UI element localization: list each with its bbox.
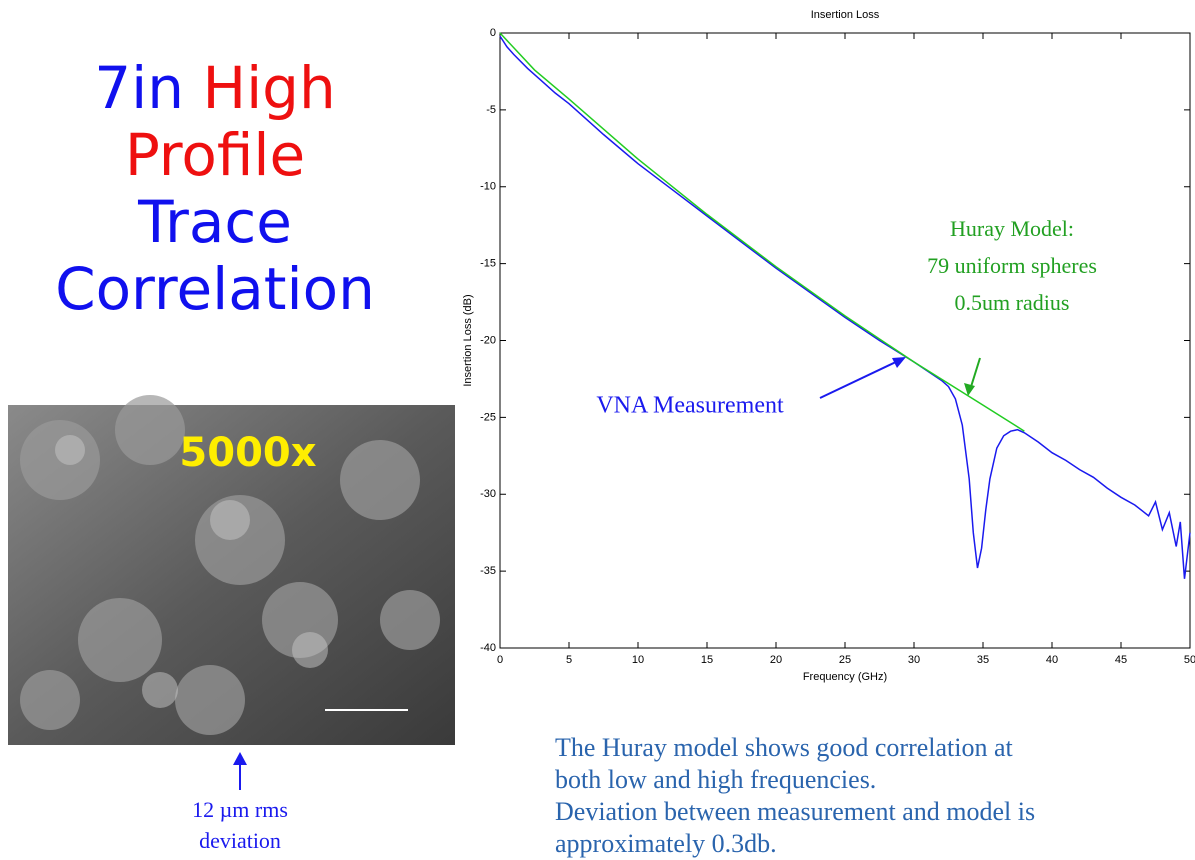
y-tick-label: -15 [480,258,496,270]
title-line: Correlation [55,255,375,323]
y-axis-label: Insertion Loss (dB) [462,294,474,386]
title-word: High [202,54,335,122]
page: 7in HighProfileTraceCorrelation 5000x 12… [0,0,1195,860]
magnification: 5000x [179,430,316,476]
x-tick-label: 45 [1115,654,1127,666]
x-tick-label: 15 [701,654,713,666]
y-tick-label: -40 [480,642,496,654]
x-axis-label: Frequency (GHz) [803,671,887,683]
y-tick-label: -25 [480,411,496,423]
slide: 7in HighProfileTraceCorrelation 5000x 12… [0,0,1195,860]
x-tick-label: 20 [770,654,782,666]
x-tick-label: 5 [566,654,572,666]
title-word: 7in [94,54,184,122]
x-tick-label: 30 [908,654,920,666]
title-word: Profile [125,121,305,189]
y-tick-label: 0 [490,27,496,39]
plot-area [500,33,1190,648]
chart: Insertion Loss Frequency (GHz) Insertion L… [462,9,1195,683]
x-tick-label: 40 [1046,654,1058,666]
annotation: 0.5um radius [955,290,1070,315]
chart-title: Insertion Loss [811,9,880,21]
title-line: Trace [137,188,292,256]
conclusion-line: approximately 0.3db. [555,829,777,858]
x-tick-label: 35 [977,654,989,666]
conclusion-line: both low and high frequencies. [555,765,876,794]
caption: deviation [199,828,281,853]
title-line: 7in High [94,54,336,122]
conclusion: The Huray model shows good correlation a… [555,733,1035,858]
title-word: Correlation [55,255,375,323]
x-tick-label: 50 [1184,654,1195,666]
caption: 12 µm rms [192,797,288,822]
y-tick-label: -10 [480,181,496,193]
y-tick-label: -30 [480,488,496,500]
x-tick-label: 10 [632,654,644,666]
sem-image: 5000x [8,395,455,745]
conclusion-line: Deviation between measurement and model … [555,797,1035,826]
y-tick-label: -35 [480,565,496,577]
x-tick-label: 0 [497,654,503,666]
annotation: 79 uniform spheres [927,253,1097,278]
series-label: Huray Model: [950,216,1074,241]
title-line: Profile [125,121,305,189]
caption-arrow [233,752,247,790]
y-tick-label: -5 [486,104,496,116]
x-tick-label: 25 [839,654,851,666]
conclusion-line: The Huray model shows good correlation a… [555,733,1014,762]
y-tick-label: -20 [480,334,496,346]
title-word: Trace [137,188,292,256]
series-label: VNA Measurement [596,393,784,419]
